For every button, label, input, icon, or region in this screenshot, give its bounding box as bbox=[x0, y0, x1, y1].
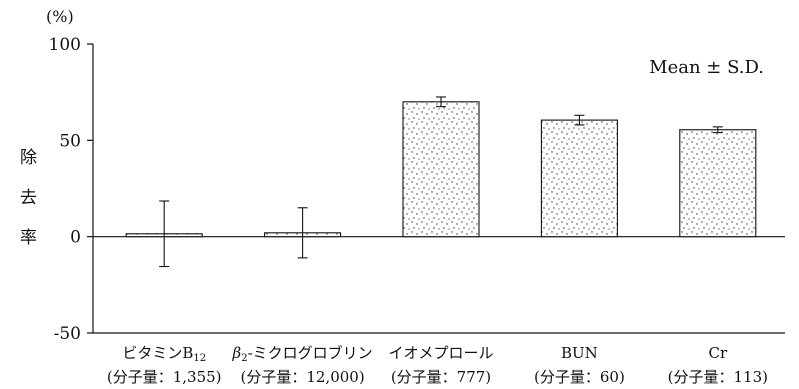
y-axis-label-char: 去 bbox=[20, 188, 37, 208]
y-tick-label: 0 bbox=[70, 228, 81, 248]
x-tick-label: ビタミンB12 bbox=[122, 344, 206, 364]
x-tick-sublabel: (分子量：12,000) bbox=[240, 368, 364, 386]
x-tick-sublabel: (分子量：60) bbox=[534, 368, 625, 386]
x-tick-sublabel: (分子量：777) bbox=[391, 368, 491, 386]
bar bbox=[402, 101, 480, 238]
y-tick-label: 100 bbox=[49, 35, 81, 55]
x-tick-label: BUN bbox=[561, 344, 598, 362]
x-tick-label: Cr bbox=[708, 344, 727, 362]
x-tick-sublabel: (分子量：113) bbox=[668, 368, 768, 386]
y-unit-label: (%) bbox=[46, 7, 74, 26]
x-tick-label: イオメプロール bbox=[388, 344, 493, 362]
bar bbox=[540, 119, 618, 238]
x-tick-sublabel: (分子量：1,355) bbox=[107, 368, 222, 386]
y-axis-label-char: 率 bbox=[20, 228, 37, 248]
mean-sd-annotation: Mean ± S.D. bbox=[649, 57, 764, 78]
y-axis-label-char: 除 bbox=[20, 148, 37, 168]
y-tick-label: 50 bbox=[59, 131, 81, 151]
y-tick-label: -50 bbox=[54, 324, 81, 344]
x-tick-label: β2-ミクログロブリン bbox=[232, 344, 373, 364]
bar bbox=[679, 129, 757, 238]
